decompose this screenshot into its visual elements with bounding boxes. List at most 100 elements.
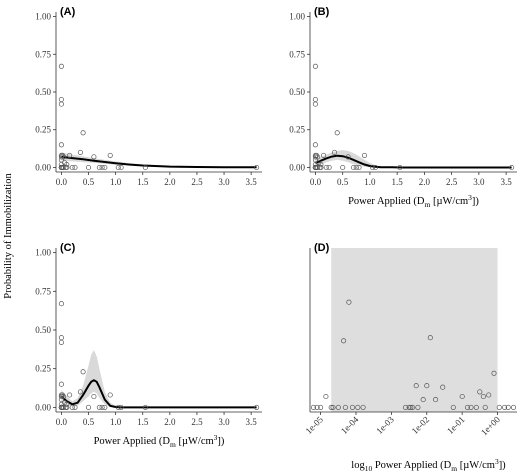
- data-point: [58, 142, 64, 148]
- x-tick-label: 2.0: [164, 177, 176, 187]
- panel-label: (B): [314, 6, 330, 18]
- y-tick-label: 1.00: [35, 248, 51, 258]
- data-point: [91, 393, 97, 400]
- x-tick-label: 2.5: [446, 177, 458, 187]
- data-point: [346, 299, 352, 305]
- y-tick-label: 0.25: [35, 125, 51, 135]
- data-point: [67, 152, 73, 158]
- data-point: [360, 404, 366, 410]
- y-tick-label: 0.00: [35, 162, 51, 172]
- data-point: [69, 404, 75, 410]
- data-point: [142, 404, 148, 410]
- data-point: [496, 404, 502, 410]
- y-tick-label: 0.00: [289, 162, 305, 172]
- data-point: [328, 404, 334, 410]
- data-point: [345, 154, 351, 160]
- x-axis-label-main: Power Applied (D: [94, 436, 171, 447]
- x-axis-label-sup: 3: [468, 193, 472, 202]
- data-point: [331, 149, 338, 155]
- x-tick-label: 2.0: [419, 177, 431, 187]
- data-point: [58, 154, 64, 160]
- data-point: [349, 404, 356, 410]
- x-tick-label: 1e-01: [445, 414, 467, 436]
- data-point: [64, 164, 70, 171]
- data-point: [473, 404, 479, 410]
- data-point: [99, 164, 105, 171]
- data-point: [310, 404, 317, 410]
- data-point: [69, 164, 75, 171]
- data-point: [61, 393, 67, 400]
- y-tick-label: 0.50: [289, 87, 305, 97]
- x-tick-label: 3.5: [246, 417, 258, 427]
- data-point: [450, 404, 456, 410]
- x-axis-label-main: Power Applied (D: [348, 196, 425, 207]
- x-axis-label-unit: [µW/cm: [176, 436, 214, 447]
- data-point: [96, 404, 102, 410]
- data-point: [118, 404, 124, 410]
- x-tick-label: 3.0: [218, 417, 230, 427]
- fitted-curve: [315, 154, 512, 169]
- x-tick-label: 0.0: [310, 177, 322, 187]
- y-axis-label: Probability of Immobilization: [3, 173, 14, 299]
- x-axis-label-end: ]): [217, 436, 224, 447]
- data-point: [72, 404, 78, 410]
- data-point: [115, 404, 121, 410]
- y-tick-label: 0.50: [35, 325, 51, 335]
- data-point: [464, 404, 471, 410]
- data-point: [355, 404, 361, 410]
- data-point: [397, 164, 403, 171]
- x-tick-label: 0.0: [56, 417, 68, 427]
- panel-2: 0.00 0.25 0.50 0.75 1.00 0.0 0.5 1.0 1.5 2.0 2.5 3.…: [289, 6, 517, 209]
- data-point: [254, 404, 260, 410]
- data-point: [77, 149, 83, 155]
- data-point: [315, 154, 321, 160]
- data-point: [72, 164, 78, 171]
- data-point: [59, 152, 66, 158]
- fitted-curve: [61, 155, 257, 169]
- data-point: [99, 404, 105, 410]
- x-tick-label: 2.5: [191, 177, 203, 187]
- data-point: [321, 152, 327, 158]
- data-point: [440, 384, 446, 390]
- data-point: [351, 164, 357, 171]
- data-point: [323, 393, 329, 400]
- panel-3: 0.00 0.25 0.50 0.75 1.00 0.0 0.5 1.0 1.5 2.0 2.5 3.…: [35, 242, 262, 449]
- data-point: [356, 164, 362, 171]
- data-point: [58, 339, 64, 345]
- data-point: [85, 164, 92, 171]
- data-point: [318, 164, 324, 171]
- data-point: [102, 164, 108, 171]
- data-point: [486, 392, 492, 398]
- data-point: [406, 404, 412, 410]
- data-point: [415, 404, 421, 410]
- x-axis-label-end: ]): [472, 196, 479, 207]
- x-axis-label-prefix: log: [351, 460, 365, 471]
- y-tick-label: 0.25: [35, 364, 51, 374]
- y-tick-label: 0.75: [35, 286, 51, 296]
- confidence-band: [315, 150, 512, 168]
- y-tick-label: 0.75: [35, 49, 51, 59]
- y-tick-label: 0.00: [35, 402, 51, 412]
- panel-label: (D): [314, 242, 330, 254]
- x-tick-label: 1e-03: [374, 414, 396, 436]
- data-point: [142, 164, 148, 171]
- data-point: [372, 164, 378, 171]
- data-point: [80, 130, 86, 136]
- data-point: [312, 142, 318, 148]
- data-point: [433, 397, 439, 403]
- data-point: [77, 389, 83, 395]
- data-point: [118, 164, 124, 171]
- data-point: [318, 161, 324, 168]
- data-point: [102, 404, 108, 410]
- panel-4: 1e-05 1e-04 1e-03 1e-02 1e-01 1e+00 (D) log10 P…: [303, 242, 517, 472]
- data-point: [312, 63, 318, 69]
- y-tick-label: 1.00: [289, 12, 305, 22]
- data-point: [420, 397, 426, 403]
- data-point: [85, 404, 92, 410]
- x-axis-label-sup: 3: [214, 433, 218, 442]
- y-tick-label: 0.50: [35, 87, 51, 97]
- data-point: [80, 369, 86, 375]
- data-point: [64, 161, 70, 168]
- x-tick-label: 0.5: [337, 177, 349, 187]
